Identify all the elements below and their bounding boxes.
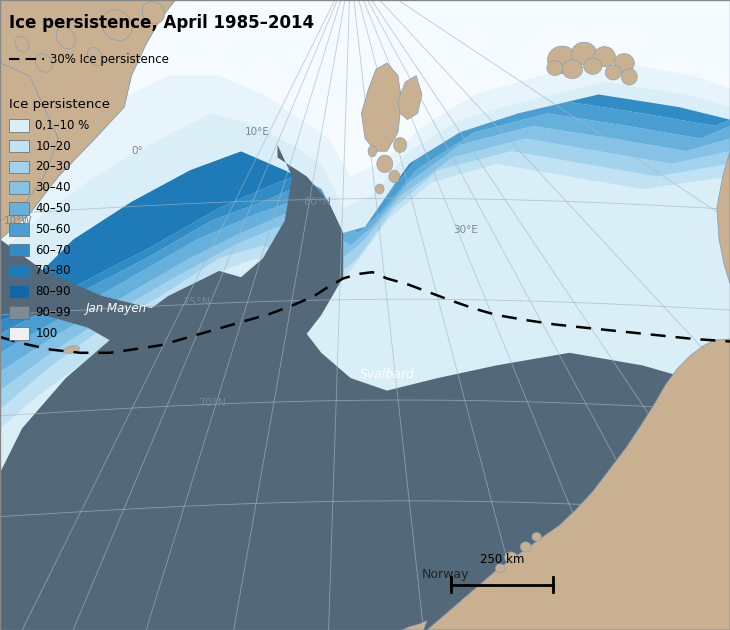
FancyBboxPatch shape [9,161,29,173]
Text: Jan Mayen: Jan Mayen [86,302,147,315]
Text: 80°N: 80°N [304,197,331,207]
Polygon shape [0,101,730,353]
Polygon shape [0,164,730,630]
Text: 50–60: 50–60 [35,223,71,236]
FancyBboxPatch shape [9,119,29,132]
Text: 70–80: 70–80 [35,265,71,277]
Ellipse shape [375,184,384,194]
Ellipse shape [614,54,634,72]
Text: 80–90: 80–90 [35,285,71,298]
Polygon shape [0,139,730,410]
Text: 250 km: 250 km [480,553,524,566]
Polygon shape [717,151,730,284]
Polygon shape [0,151,730,428]
Text: 40–50: 40–50 [35,202,71,215]
FancyBboxPatch shape [9,265,29,277]
Text: 10°E: 10°E [245,127,269,137]
Ellipse shape [36,54,53,72]
Ellipse shape [389,170,400,183]
FancyBboxPatch shape [9,223,29,236]
Ellipse shape [532,532,542,541]
Polygon shape [0,271,730,630]
Ellipse shape [562,60,583,79]
Polygon shape [0,126,730,391]
Ellipse shape [547,60,563,76]
Polygon shape [402,621,427,630]
Polygon shape [0,145,343,391]
Ellipse shape [102,10,132,40]
Polygon shape [427,339,730,630]
Ellipse shape [15,36,29,52]
FancyBboxPatch shape [9,140,29,152]
Text: Ice persistence, April 1985–2014: Ice persistence, April 1985–2014 [9,14,314,32]
Text: 90–99: 90–99 [35,306,71,319]
Polygon shape [0,113,730,372]
FancyBboxPatch shape [9,202,29,215]
Text: Norway: Norway [422,568,469,581]
Polygon shape [0,0,730,315]
Ellipse shape [621,69,637,85]
Ellipse shape [605,65,621,80]
Ellipse shape [593,47,615,67]
FancyBboxPatch shape [9,327,29,340]
Ellipse shape [64,346,80,353]
Polygon shape [0,0,730,176]
FancyBboxPatch shape [9,306,29,319]
Text: 100: 100 [35,327,58,340]
Text: 75°N: 75°N [182,297,210,307]
Text: 30–40: 30–40 [35,181,71,194]
Text: 0,1–10 %: 0,1–10 % [35,119,90,132]
Text: 20–30: 20–30 [35,161,71,173]
Ellipse shape [368,146,377,157]
Polygon shape [0,0,730,315]
Text: 0°: 0° [131,146,143,156]
Text: 60–70: 60–70 [35,244,71,256]
Ellipse shape [393,137,407,152]
Polygon shape [0,63,58,220]
FancyBboxPatch shape [9,285,29,298]
Polygon shape [0,88,730,334]
Ellipse shape [56,27,75,49]
Ellipse shape [87,47,103,66]
Ellipse shape [584,58,602,74]
Ellipse shape [377,155,393,173]
Text: 30% Ice persistence: 30% Ice persistence [50,53,169,66]
Ellipse shape [572,42,597,65]
Polygon shape [0,0,730,252]
Ellipse shape [504,552,518,563]
Ellipse shape [142,1,165,24]
Ellipse shape [520,542,531,552]
Text: 10°W: 10°W [4,215,33,226]
Text: Svalbard: Svalbard [360,368,415,381]
Polygon shape [0,0,175,239]
Polygon shape [361,63,402,151]
Polygon shape [0,113,730,353]
Text: Ice persistence: Ice persistence [9,98,110,112]
FancyBboxPatch shape [9,181,29,194]
Polygon shape [0,88,730,321]
Text: 10–20: 10–20 [35,140,71,152]
FancyBboxPatch shape [9,244,29,256]
Text: 30°E: 30°E [453,225,478,235]
Ellipse shape [548,46,577,74]
Ellipse shape [496,564,505,573]
Text: 70°N: 70°N [198,398,226,408]
Polygon shape [398,76,422,120]
